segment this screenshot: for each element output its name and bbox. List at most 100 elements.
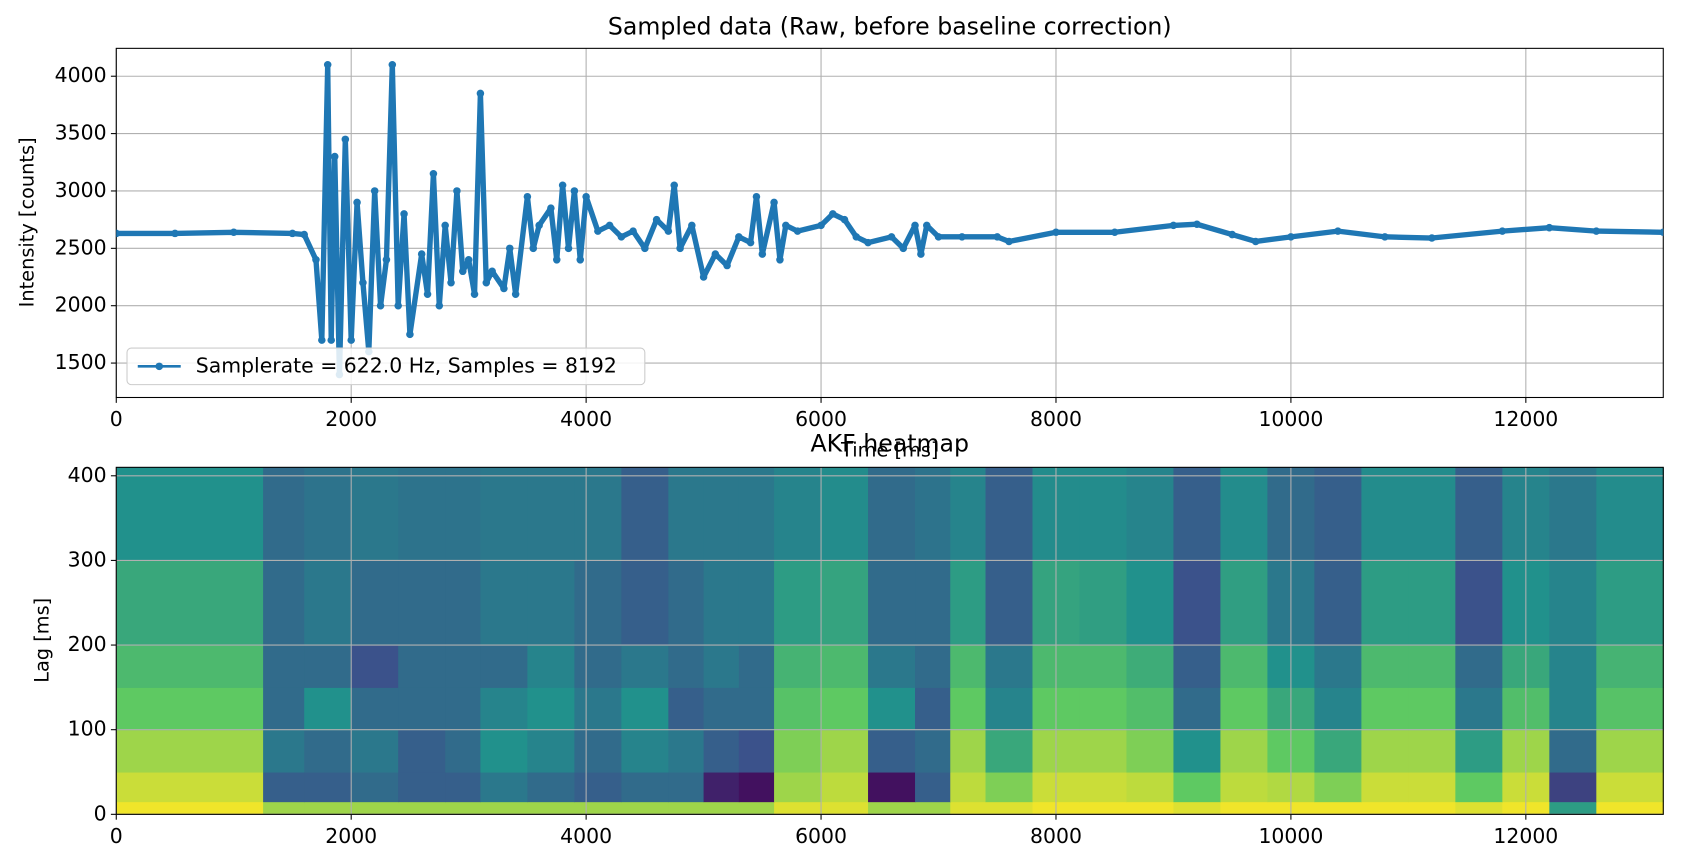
data-point bbox=[382, 256, 391, 264]
heatmap-cell bbox=[1173, 729, 1221, 773]
x-tick-label: 8000 bbox=[1030, 407, 1082, 431]
data-point bbox=[330, 152, 339, 161]
heatmap-cell bbox=[1549, 560, 1597, 646]
y-tick-label: 300 bbox=[68, 547, 107, 571]
data-point bbox=[523, 192, 532, 201]
heatmap-cell bbox=[1596, 772, 1664, 803]
heatmap-cell bbox=[1408, 560, 1456, 646]
y-tick-label: 4000 bbox=[55, 63, 107, 87]
heatmap-cell bbox=[915, 772, 951, 803]
heatmap-cell bbox=[351, 729, 399, 773]
heatmap-cell bbox=[821, 467, 869, 561]
heatmap-cell bbox=[821, 687, 869, 731]
heatmap-cell bbox=[1549, 729, 1597, 773]
heatmap-cell bbox=[703, 560, 740, 646]
heatmap-cell bbox=[1173, 467, 1221, 561]
heatmap-cell bbox=[1361, 467, 1409, 561]
data-point bbox=[488, 267, 496, 276]
x-tick-label: 10000 bbox=[1258, 824, 1323, 848]
heatmap-cell bbox=[1314, 801, 1362, 815]
heatmap-cell bbox=[668, 645, 705, 688]
heatmap-cell bbox=[527, 729, 575, 773]
heatmap-cell bbox=[527, 645, 575, 688]
heatmap-cell bbox=[821, 560, 869, 646]
data-point bbox=[840, 215, 849, 224]
data-point bbox=[388, 60, 397, 69]
data-point bbox=[923, 221, 931, 230]
data-point bbox=[664, 227, 673, 235]
data-point bbox=[711, 250, 720, 258]
heatmap-cell bbox=[1455, 772, 1503, 803]
data-point bbox=[464, 256, 473, 264]
heatmap-cell bbox=[263, 645, 305, 688]
heatmap-cell bbox=[821, 801, 869, 815]
heatmap-cell bbox=[1220, 772, 1268, 803]
data-point bbox=[817, 221, 825, 230]
data-point bbox=[376, 301, 385, 310]
heatmap-cell bbox=[445, 467, 481, 561]
data-point bbox=[934, 233, 943, 241]
heatmap-cell bbox=[398, 772, 446, 803]
data-point bbox=[359, 278, 367, 287]
heatmap-cell bbox=[1079, 560, 1127, 646]
x-tick-label: 0 bbox=[110, 407, 123, 431]
data-point bbox=[300, 230, 308, 239]
data-point bbox=[1287, 233, 1295, 241]
heatmap-cell bbox=[950, 801, 987, 815]
heatmap-cell bbox=[738, 729, 775, 773]
heatmap-cell bbox=[703, 687, 740, 731]
heatmap-cell bbox=[574, 687, 622, 731]
heatmap-cell bbox=[398, 560, 446, 646]
x-tick-label: 12000 bbox=[1493, 407, 1558, 431]
data-point bbox=[370, 187, 379, 195]
heatmap-cell bbox=[1596, 645, 1664, 688]
x-tick-label: 4000 bbox=[560, 407, 612, 431]
heatmap-cell bbox=[774, 801, 822, 815]
heatmap-cell bbox=[527, 687, 575, 731]
data-point bbox=[229, 228, 238, 237]
heatmap-cell bbox=[1079, 772, 1127, 803]
heatmap-cell bbox=[263, 560, 305, 646]
heatmap-cell bbox=[738, 687, 775, 731]
heatmap-cell bbox=[868, 729, 916, 773]
heatmap-cell bbox=[985, 560, 1034, 646]
heatmap-cell bbox=[116, 687, 264, 731]
data-point bbox=[116, 229, 121, 238]
data-point bbox=[1251, 237, 1260, 246]
data-point bbox=[911, 221, 919, 230]
heatmap-cell bbox=[1549, 772, 1597, 803]
heatmap-cell bbox=[1549, 801, 1597, 815]
heatmap-cell bbox=[1220, 801, 1268, 815]
heatmap-cell bbox=[868, 801, 916, 815]
data-point bbox=[1005, 237, 1013, 246]
data-point bbox=[564, 244, 573, 253]
heatmap-cell bbox=[621, 645, 669, 688]
heatmap-cell bbox=[821, 772, 869, 803]
plot-frame bbox=[115, 466, 1664, 815]
heatmap-cell bbox=[1408, 729, 1456, 773]
chart-title: Sampled data (Raw, before baseline corre… bbox=[608, 12, 1172, 40]
heatmap-cell bbox=[398, 729, 446, 773]
heatmap-cell bbox=[116, 467, 264, 561]
heatmap-cell bbox=[915, 687, 951, 731]
x-tick-label: 12000 bbox=[1493, 824, 1558, 848]
heatmap-cell bbox=[304, 687, 352, 731]
heatmap-cell bbox=[527, 772, 575, 803]
data-line bbox=[116, 62, 1664, 378]
heatmap-cell bbox=[1596, 801, 1664, 815]
heatmap-cell bbox=[985, 645, 1034, 688]
data-point bbox=[629, 227, 637, 235]
y-tick-label: 400 bbox=[68, 463, 107, 487]
heatmap-cell bbox=[1173, 772, 1221, 803]
heatmap-cell bbox=[263, 772, 305, 803]
data-point bbox=[171, 229, 179, 238]
data-point bbox=[429, 169, 438, 178]
heatmap-cell bbox=[263, 729, 305, 773]
heatmap-cell bbox=[445, 729, 481, 773]
heatmap-cell bbox=[445, 560, 481, 646]
data-point bbox=[470, 290, 479, 298]
heatmap-cell bbox=[1173, 801, 1221, 815]
heatmap-cell bbox=[668, 560, 705, 646]
heatmap-cell bbox=[445, 801, 481, 815]
heatmap-cell bbox=[480, 772, 528, 803]
